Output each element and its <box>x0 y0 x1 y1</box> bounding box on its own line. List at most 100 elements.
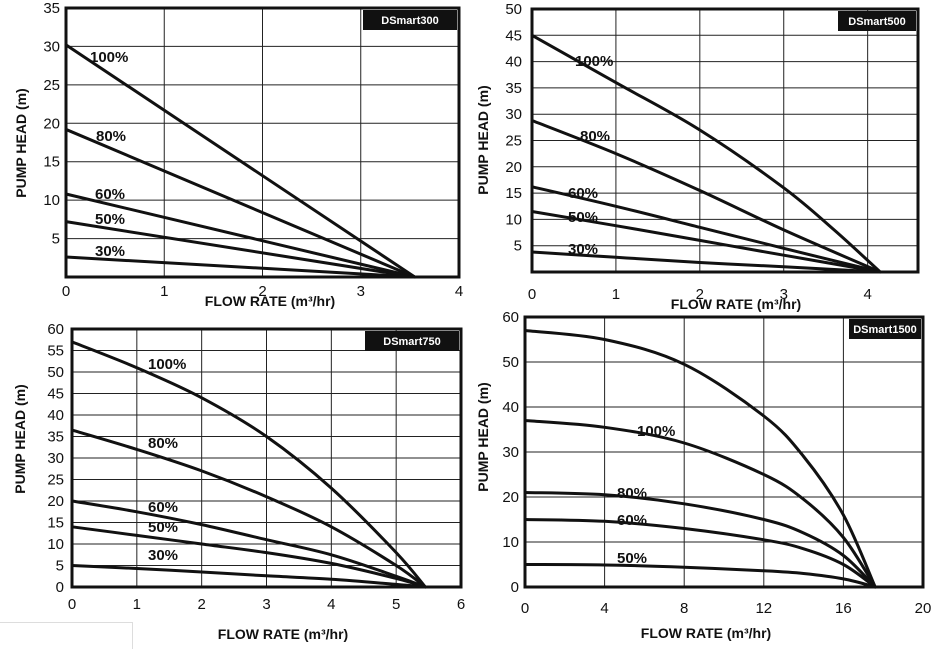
curve-label: 100% <box>148 356 186 373</box>
x-tick-label: 3 <box>357 283 365 300</box>
x-tick-label: 3 <box>780 286 788 303</box>
curve-60pct <box>530 185 882 274</box>
x-tick-label: 4 <box>600 600 608 617</box>
curve-label: 30% <box>148 547 178 564</box>
y-tick-label: 15 <box>43 154 60 171</box>
y-tick-label: 10 <box>505 211 522 228</box>
y-tick-label: 40 <box>502 399 519 416</box>
y-tick-label: 15 <box>505 185 522 202</box>
y-axis-title: PUMP HEAD (m) <box>475 85 491 194</box>
curve-label: 60% <box>568 185 598 202</box>
curve-50pct <box>70 525 427 589</box>
y-tick-label: 0 <box>56 579 64 596</box>
x-axis-title: FLOW RATE (m³/hr) <box>205 293 335 309</box>
y-tick-label: 30 <box>505 106 522 123</box>
curve-60pct <box>64 192 417 279</box>
y-tick-label: 50 <box>502 354 519 371</box>
x-tick-label: 1 <box>133 596 141 613</box>
x-tick-label: 4 <box>327 596 335 613</box>
x-tick-label: 2 <box>258 283 266 300</box>
y-tick-label: 25 <box>47 472 64 489</box>
x-tick-label: 0 <box>528 286 536 303</box>
x-axis-title: FLOW RATE (m³/hr) <box>671 296 801 312</box>
y-tick-label: 5 <box>56 558 64 575</box>
x-tick-label: 16 <box>835 600 852 617</box>
y-tick-label: 50 <box>505 1 522 18</box>
y-tick-label: 25 <box>505 133 522 150</box>
curve-label: 80% <box>580 128 610 145</box>
curve-30pct <box>70 564 427 589</box>
curve-80pct <box>64 127 417 279</box>
y-tick-label: 0 <box>511 579 519 596</box>
curve-label: 100% <box>637 423 675 440</box>
curve-100pct <box>64 43 417 279</box>
curve-50pct <box>64 220 417 279</box>
y-tick-label: 35 <box>505 80 522 97</box>
curve-80pct <box>70 428 427 589</box>
y-tick-label: 30 <box>43 38 60 55</box>
y-tick-label: 10 <box>43 192 60 209</box>
curve-label: 60% <box>95 186 125 203</box>
curve-label: 50% <box>617 550 647 567</box>
curve-label: 100% <box>90 49 128 66</box>
x-tick-label: 4 <box>455 283 463 300</box>
curve-label: 50% <box>568 209 598 226</box>
x-tick-label: 0 <box>68 596 76 613</box>
curve-60pct <box>70 499 427 589</box>
y-tick-label: 50 <box>47 364 64 381</box>
curve-label: 30% <box>568 241 598 258</box>
curve-label: 60% <box>148 499 178 516</box>
y-tick-label: 20 <box>502 489 519 506</box>
y-axis-title: PUMP HEAD (m) <box>12 384 28 493</box>
x-axis-title: FLOW RATE (m³/hr) <box>218 626 348 642</box>
model-tag-label: DSmart1500 <box>853 324 917 336</box>
x-tick-label: 1 <box>612 286 620 303</box>
x-tick-label: 12 <box>755 600 772 617</box>
x-tick-label: 0 <box>62 283 70 300</box>
plot-frame <box>64 6 461 279</box>
y-tick-label: 35 <box>47 429 64 446</box>
y-tick-label: 20 <box>47 493 64 510</box>
y-axis-title: PUMP HEAD (m) <box>13 88 29 197</box>
y-tick-label: 10 <box>502 534 519 551</box>
model-tag <box>363 10 457 30</box>
curve-30pct <box>523 563 877 589</box>
chart-2: 0 1 2 3 4 5 6510152025303540455055600100%80%60… <box>12 321 465 642</box>
chart-3: 0 4 8 12 16 201020304050600100%80%60%50%DSmar… <box>475 309 931 641</box>
curve-30pct <box>530 250 882 274</box>
y-tick-label: 5 <box>52 231 60 248</box>
model-tag <box>365 331 459 351</box>
y-axis-title: PUMP HEAD (m) <box>475 382 491 491</box>
curve-100pct <box>70 340 427 589</box>
x-tick-label: 2 <box>696 286 704 303</box>
model-tag-label: DSmart500 <box>848 16 905 28</box>
curve-label: 80% <box>148 435 178 452</box>
model-tag <box>838 11 916 31</box>
x-tick-label: 2 <box>197 596 205 613</box>
plot-frame <box>70 327 463 589</box>
y-tick-label: 15 <box>47 515 64 532</box>
plot-frame <box>530 7 920 274</box>
x-tick-label: 1 <box>160 283 168 300</box>
x-tick-label: 0 <box>521 600 529 617</box>
corner-box <box>0 622 133 649</box>
y-tick-label: 20 <box>505 159 522 176</box>
x-tick-label: 20 <box>915 600 932 617</box>
curve-label: 30% <box>95 243 125 260</box>
y-tick-label: 40 <box>505 54 522 71</box>
x-tick-label: 5 <box>392 596 400 613</box>
curve-50pct <box>523 518 877 589</box>
curve-label: 80% <box>96 128 126 145</box>
y-tick-label: 55 <box>47 343 64 360</box>
curve-label: 60% <box>617 512 647 529</box>
y-tick-label: 60 <box>47 321 64 338</box>
y-tick-label: 40 <box>47 407 64 424</box>
y-tick-label: 25 <box>43 77 60 94</box>
y-tick-label: 45 <box>505 27 522 44</box>
curve-80pct <box>530 119 882 274</box>
x-axis-title: FLOW RATE (m³/hr) <box>641 625 771 641</box>
x-tick-label: 3 <box>262 596 270 613</box>
curve-80pct <box>523 419 877 589</box>
chart-0: 0 1 2 3 4 5 10 15 20 25 30 35 100% 80% 60% 50% 30% DSmart… <box>13 0 463 309</box>
curve-100pct <box>523 329 877 589</box>
